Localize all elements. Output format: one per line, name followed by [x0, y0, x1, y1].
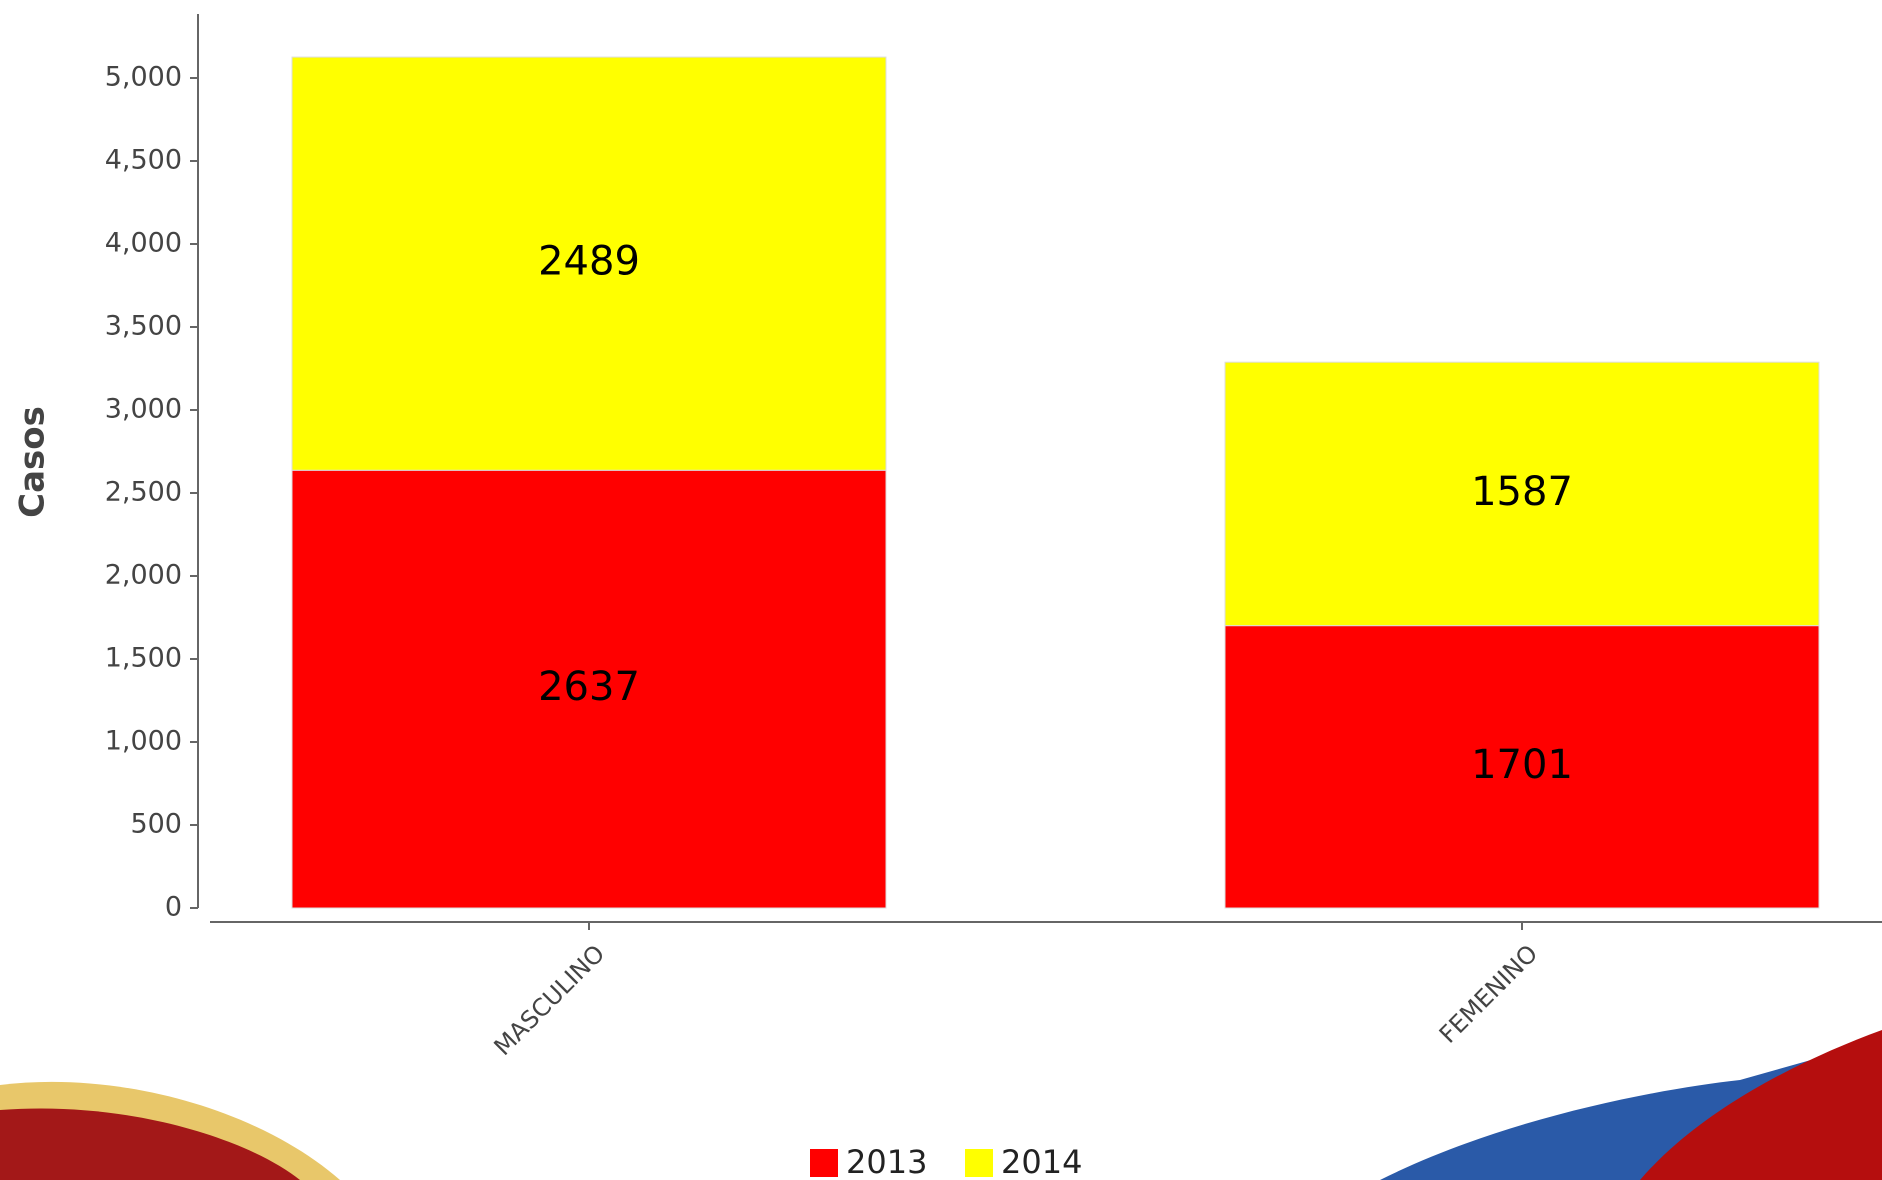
- data-label: 2489: [538, 239, 640, 285]
- y-tick-label: 3,000: [105, 394, 182, 425]
- decoration: [0, 1108, 300, 1180]
- bar-segment: [1224, 625, 1820, 909]
- y-tick-label: 5,000: [105, 62, 182, 93]
- y-tick-label: 2,000: [105, 560, 182, 591]
- y-tick-label: 3,500: [105, 311, 182, 342]
- decoration: [1640, 1030, 1882, 1180]
- y-tick-label: 2,500: [105, 477, 182, 508]
- y-tick-label: 4,500: [105, 145, 182, 176]
- bar-segment: [291, 56, 887, 471]
- y-tick-label: 0: [165, 892, 182, 923]
- data-label: 2637: [538, 664, 640, 710]
- legend-label: 2014: [1001, 1143, 1082, 1180]
- legend-swatch: [810, 1149, 838, 1177]
- y-axis-label: Casos: [13, 406, 53, 518]
- y-tick-label: 500: [130, 809, 182, 840]
- bar-segment: [1224, 361, 1820, 627]
- x-tick-label: MASCULINO: [489, 939, 611, 1061]
- data-label: 1587: [1471, 469, 1573, 515]
- legend-label: 2013: [846, 1143, 927, 1180]
- x-tick-label: FEMENINO: [1434, 939, 1543, 1048]
- y-tick-label: 1,000: [105, 726, 182, 757]
- bar-segment: [291, 469, 887, 909]
- y-tick-label: 1,500: [105, 643, 182, 674]
- data-label: 1701: [1471, 742, 1573, 788]
- legend-swatch: [965, 1149, 993, 1177]
- y-tick-label: 4,000: [105, 228, 182, 259]
